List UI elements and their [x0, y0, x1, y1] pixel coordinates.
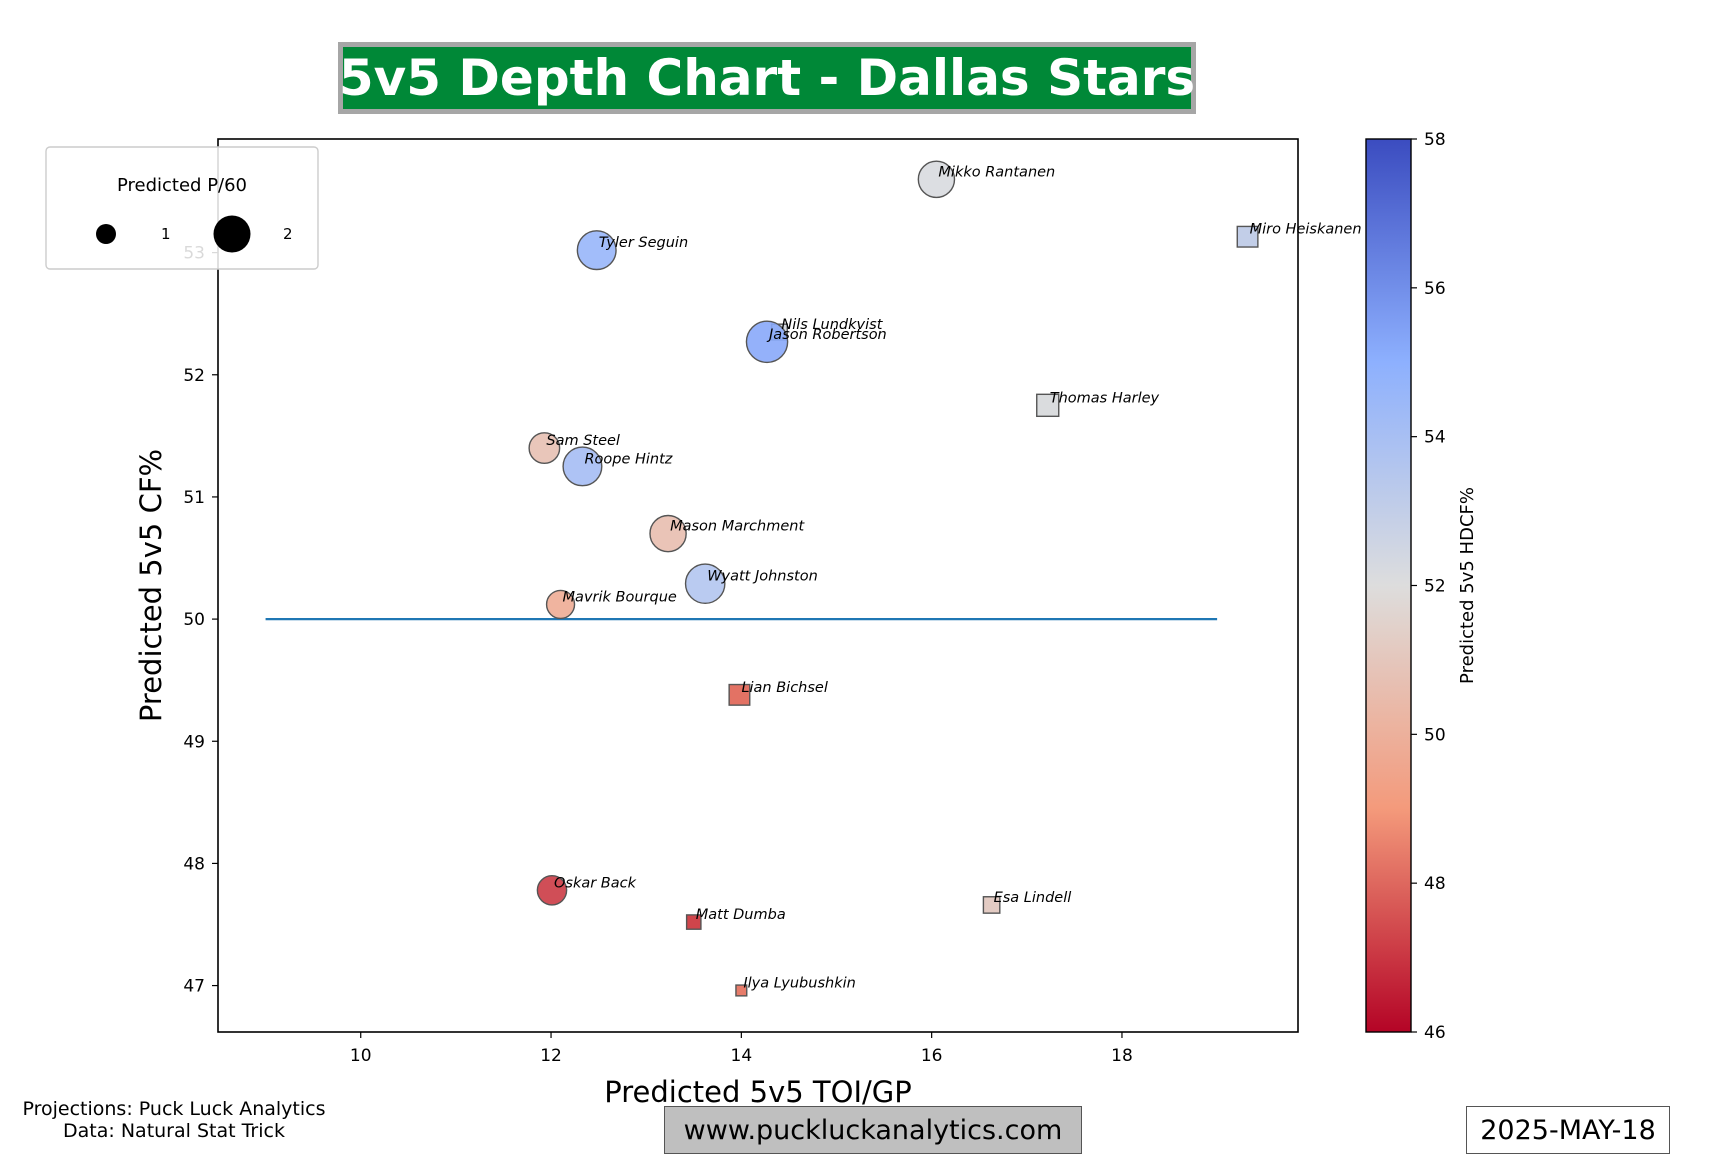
legend-box — [45, 146, 319, 270]
point-label-miro-heiskanen: Miro Heiskanen — [1250, 222, 1362, 238]
point-label-jason-robertson: Jason Robertson — [766, 327, 887, 343]
colorbar-tick-label-50: 50 — [1424, 725, 1446, 745]
website-box: www.puckluckanalytics.com — [664, 1106, 1082, 1154]
y-tick-label-49: 49 — [183, 732, 205, 752]
date-box: 2025-MAY-18 — [1466, 1106, 1670, 1154]
plot-area — [218, 139, 1298, 1032]
colorbar-tick-label-54: 54 — [1424, 428, 1446, 448]
point-label-ilya-lyubushkin: Ilya Lyubushkin — [743, 975, 855, 991]
colorbar-tick-label-58: 58 — [1424, 130, 1446, 150]
point-roope-hintz — [562, 446, 603, 487]
x-tick-label-18: 18 — [1111, 1046, 1133, 1066]
y-tick-label-50: 50 — [183, 610, 205, 630]
point-label-wyatt-johnston: Wyatt Johnston — [707, 569, 818, 585]
colorbar-tick-label-56: 56 — [1424, 279, 1446, 299]
plot-frame — [217, 138, 1299, 1033]
x-tick-label-10: 10 — [350, 1046, 372, 1066]
x-tick-label-14: 14 — [731, 1046, 753, 1066]
point-label-matt-dumba: Matt Dumba — [696, 907, 786, 923]
point-mason-marchment — [649, 514, 687, 553]
x-tick-label-12: 12 — [540, 1046, 562, 1066]
chart-title: 5v5 Depth Chart - Dallas Stars — [338, 49, 1196, 107]
legend-title: Predicted P/60 — [117, 175, 247, 196]
footer-credit: Projections: Puck Luck Analytics Data: N… — [6, 1098, 342, 1142]
point-thomas-harley — [1036, 393, 1060, 418]
point-jason-robertson — [745, 320, 789, 364]
website-link: www.puckluckanalytics.com — [683, 1114, 1063, 1146]
point-matt-dumba — [685, 914, 702, 930]
point-label-nils-lundkvist: Nils Lundkvist — [781, 317, 883, 333]
colorbar: 46 48 50 52 54 56 58 Predicted 5v5 HDCF% — [1365, 130, 1478, 1043]
point-esa-lindell — [982, 896, 1001, 914]
date-label: 2025-MAY-18 — [1480, 1114, 1656, 1146]
point-sam-steel — [528, 432, 561, 465]
point-label-tyler-seguin: Tyler Seguin — [599, 235, 688, 251]
point-label-mavrik-bourque: Mavrik Bourque — [563, 589, 677, 605]
legend-marker-2 — [213, 215, 251, 253]
x-tick-label-16: 16 — [921, 1046, 943, 1066]
colorbar-label: Predicted 5v5 HDCF% — [1457, 487, 1478, 684]
legend: Predicted P/60 1 2 — [45, 146, 319, 270]
point-label-thomas-harley: Thomas Harley — [1050, 390, 1160, 406]
point-oskar-back — [536, 874, 568, 906]
credit-projections: Projections: Puck Luck Analytics — [22, 1098, 326, 1120]
x-axis-label: Predicted 5v5 TOI/GP — [604, 1075, 911, 1109]
point-label-esa-lindell: Esa Lindell — [994, 890, 1072, 906]
point-miro-heiskanen — [1236, 225, 1259, 248]
credit-data: Data: Natural Stat Trick — [63, 1120, 285, 1142]
point-tyler-seguin — [576, 230, 617, 271]
point-label-roope-hintz: Roope Hintz — [584, 451, 672, 467]
point-labels-group: Mikko Rantanen Tyler Seguin Miro Heiskanen… — [546, 164, 1361, 991]
y-tick-label-48: 48 — [183, 854, 205, 874]
legend-label-1: 1 — [161, 225, 171, 243]
colorbar-tick-label-46: 46 — [1424, 1023, 1446, 1043]
point-mavrik-bourque — [545, 589, 576, 620]
y-tick-label-52: 52 — [183, 366, 205, 386]
colorbar-gradient — [1365, 138, 1412, 1033]
point-label-lian-bichsel: Lian Bichsel — [741, 680, 827, 696]
legend-marker-1 — [96, 224, 116, 244]
point-wyatt-johnston — [684, 563, 726, 605]
point-label-mikko-rantanen: Mikko Rantanen — [938, 164, 1055, 180]
y-axis-label: Predicted 5v5 CF% — [134, 449, 168, 722]
legend-label-2: 2 — [283, 225, 293, 243]
point-lian-bichsel — [728, 683, 751, 706]
point-label-mason-marchment: Mason Marchment — [670, 519, 805, 535]
colorbar-tick-label-48: 48 — [1424, 874, 1446, 894]
points-group — [528, 160, 1259, 997]
y-tick-label-47: 47 — [183, 977, 205, 997]
axes-group: 101214161847484950515253Predicted 5v5 TO… — [134, 138, 1299, 1109]
point-label-sam-steel: Sam Steel — [546, 433, 620, 449]
point-ilya-lyubushkin — [735, 984, 748, 997]
plot-background — [218, 139, 1298, 1032]
y-tick-label-51: 51 — [183, 488, 205, 508]
point-mikko-rantanen — [917, 160, 956, 199]
colorbar-tick-label-52: 52 — [1424, 577, 1446, 597]
point-label-oskar-back: Oskar Back — [554, 875, 637, 891]
title-banner: 5v5 Depth Chart - Dallas Stars — [338, 42, 1196, 114]
